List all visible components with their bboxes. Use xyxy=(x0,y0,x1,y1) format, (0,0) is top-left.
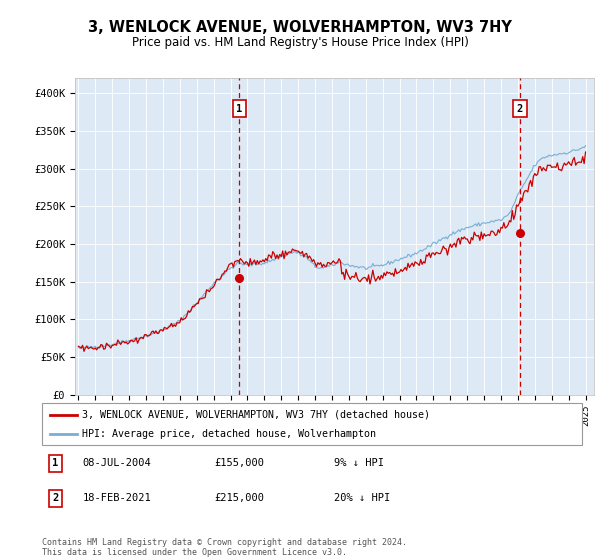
Text: 2: 2 xyxy=(517,104,523,114)
Text: Price paid vs. HM Land Registry's House Price Index (HPI): Price paid vs. HM Land Registry's House … xyxy=(131,36,469,49)
Text: Contains HM Land Registry data © Crown copyright and database right 2024.
This d: Contains HM Land Registry data © Crown c… xyxy=(42,538,407,557)
Text: 3, WENLOCK AVENUE, WOLVERHAMPTON, WV3 7HY (detached house): 3, WENLOCK AVENUE, WOLVERHAMPTON, WV3 7H… xyxy=(83,409,431,419)
FancyBboxPatch shape xyxy=(42,403,582,445)
Text: £215,000: £215,000 xyxy=(215,493,265,503)
Text: £155,000: £155,000 xyxy=(215,459,265,468)
Text: 1: 1 xyxy=(52,459,59,468)
Text: 9% ↓ HPI: 9% ↓ HPI xyxy=(334,459,383,468)
Text: 18-FEB-2021: 18-FEB-2021 xyxy=(83,493,151,503)
Text: HPI: Average price, detached house, Wolverhampton: HPI: Average price, detached house, Wolv… xyxy=(83,429,377,439)
Text: 3, WENLOCK AVENUE, WOLVERHAMPTON, WV3 7HY: 3, WENLOCK AVENUE, WOLVERHAMPTON, WV3 7H… xyxy=(88,20,512,35)
Text: 1: 1 xyxy=(236,104,242,114)
Text: 2: 2 xyxy=(52,493,59,503)
Text: 08-JUL-2004: 08-JUL-2004 xyxy=(83,459,151,468)
Text: 20% ↓ HPI: 20% ↓ HPI xyxy=(334,493,390,503)
